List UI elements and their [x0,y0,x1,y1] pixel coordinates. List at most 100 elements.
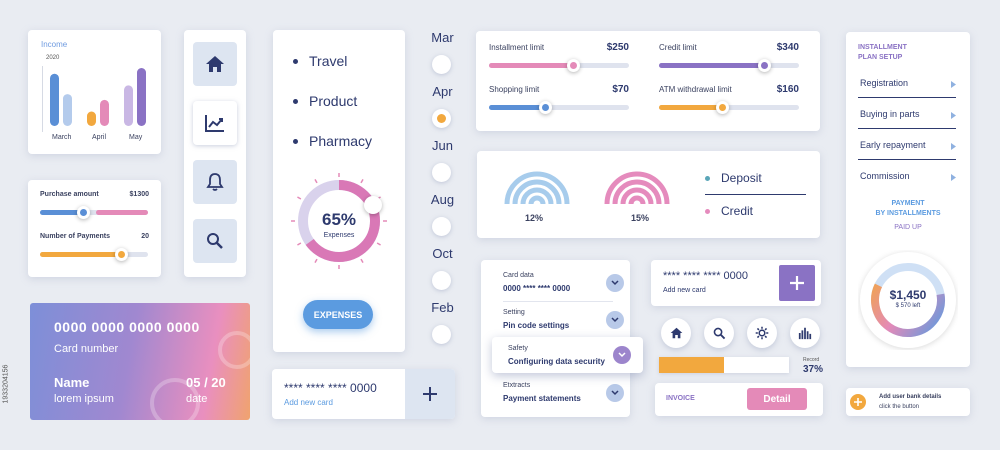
nav-search-button[interactable] [193,219,237,263]
purchase-amount-knob[interactable] [77,206,90,219]
installment-menu-item-1[interactable]: Buying in parts [858,103,956,129]
safety-expand-button[interactable] [613,346,631,364]
donut-label: Expenses [323,232,355,239]
donut-percent: 65% [321,210,357,229]
month-radio-4[interactable] [432,271,451,290]
home-icon [206,56,224,72]
settings-row-0[interactable]: Card data 0000 **** **** 0000 [481,270,630,302]
installment-amount: $1,450 [889,288,927,302]
month-label-5: Feb [431,300,454,315]
limit-knob[interactable] [567,59,580,72]
quick-home-button[interactable] [661,318,691,348]
bank-details-card: Add user bank details click the button [846,388,970,416]
limit-label-3: ATM withdrawal limit [659,85,732,94]
nav-column [184,30,246,277]
limit-value-3: $160 [776,84,799,95]
card-number: 0000 0000 0000 0000 [54,319,200,335]
chevron-down-icon [618,352,626,358]
settings-row-value: Pin code settings [503,321,570,330]
settings-expand-button[interactable] [606,274,624,292]
safety-title: Safety [508,345,528,352]
month-radio-2[interactable] [432,163,451,182]
limit-knob[interactable] [539,101,552,114]
income-month-april: April [92,134,107,141]
settings-row-title: Card data [503,272,534,279]
payments-slider[interactable] [40,248,148,261]
bank-add-button[interactable] [850,394,866,410]
add-card-label-2: Add new card [663,287,706,294]
income-card: Income 2020 March April May [28,30,161,154]
chevron-down-icon [611,390,619,396]
chart-icon [205,115,224,132]
invoice-detail-button[interactable]: Detail [747,388,807,410]
month-radio-0[interactable] [432,55,451,74]
nav-home-button[interactable] [193,42,237,86]
installment-menu-item-2[interactable]: Early repayment [858,134,956,160]
add-card-plus-button-2[interactable] [779,265,815,301]
nav-chart-button[interactable] [193,101,237,145]
month-radio-3[interactable] [432,217,451,236]
settings-row-1[interactable]: Setting Pin code settings [481,307,630,339]
payment-title-1: PAYMENT [891,200,925,207]
month-label-3: Aug [430,192,455,207]
limit-label-0: Installment limit [489,43,545,52]
card-decor-circle [150,378,200,420]
month-label-2: Jun [432,138,453,153]
income-bar [100,99,109,126]
gear-icon [755,326,769,340]
card-date-label: date [186,393,208,405]
month-label-0: Mar [431,30,454,45]
income-bar [124,85,133,126]
limit-knob[interactable] [716,101,729,114]
installment-menu-item-3[interactable]: Commission [858,165,956,191]
installment-menu-label: Commission [860,171,910,181]
chevron-right-icon [951,112,956,119]
payments-knob[interactable] [115,248,128,261]
invoice-label: INVOICE [666,395,695,402]
income-bar [87,111,96,126]
card-name: Name [54,375,90,390]
limit-label-1: Credit limit [659,43,697,52]
card-number-label: Card number [54,343,119,355]
add-card-plus-button-1[interactable] [405,369,455,419]
legend-divider [705,194,806,195]
installment-menu-item-0[interactable]: Registration [858,72,956,98]
nav-bell-button[interactable] [193,160,237,204]
expenses-button[interactable]: EXPENSES [303,300,373,329]
settings-divider [503,301,613,302]
limit-slider-3[interactable] [659,101,799,114]
purchase-amount-value: $1300 [129,191,149,198]
month-label-4: Oct [432,246,453,261]
credit-percent: 15% [631,213,650,223]
limit-knob[interactable] [758,59,771,72]
chevron-down-icon [611,280,619,286]
quick-search-button[interactable] [704,318,734,348]
month-radio-5[interactable] [432,325,451,344]
quick-settings-button[interactable] [747,318,777,348]
deposit-signal-chart [504,171,570,205]
add-card-masked-2: **** **** **** 0000 [663,270,749,282]
month-radio-1[interactable] [432,109,451,128]
settings-expand-button[interactable] [606,311,624,329]
limit-slider-0[interactable] [489,59,629,72]
quick-stats-button[interactable] [790,318,820,348]
limit-slider-1[interactable] [659,59,799,72]
bank-line-1: Add user bank details [879,394,942,400]
purchase-amount-slider[interactable] [40,206,148,219]
bank-line-2: click the button [879,404,920,410]
settings-row-3[interactable]: Etxtracts Payment statements [481,380,630,412]
record-label: Record [803,357,820,363]
limit-value-1: $340 [776,42,799,53]
settings-safety-popup[interactable]: Safety Configuring data security [492,337,643,373]
settings-expand-button[interactable] [606,384,624,402]
limits-card: Installment limit $250 Credit limit $340 Sho… [476,31,820,131]
limit-slider-2[interactable] [489,101,629,114]
home-icon [670,327,682,339]
installment-menu-label: Early repayment [860,140,926,150]
plus-icon [790,276,804,290]
record-progress-fill [659,357,724,373]
income-bar [63,94,72,126]
income-month-march: March [52,134,72,141]
chevron-right-icon [951,81,956,88]
limit-value-2: $70 [612,84,629,95]
